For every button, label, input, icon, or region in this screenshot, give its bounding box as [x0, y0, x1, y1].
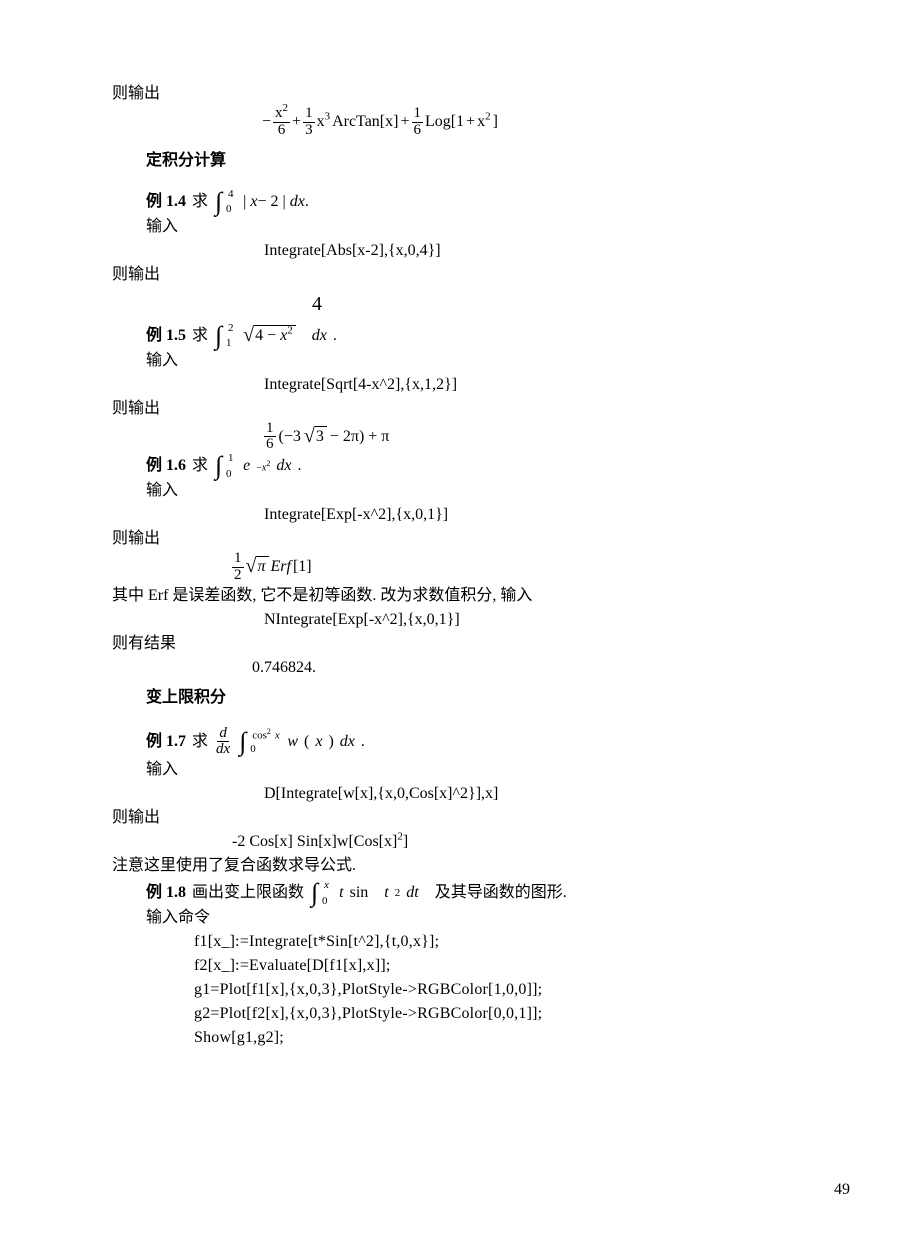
input-label: 输入	[112, 215, 808, 239]
frac-1-3: 1 3	[303, 106, 315, 139]
erf-note: 其中 Erf 是误差函数, 它不是初等函数. 改为求数值积分, 输入	[112, 584, 808, 608]
code-line: g2=Plot[f2[x],{x,0,3},PlotStyle->RGBColo…	[112, 1002, 808, 1026]
example-1-5: 例 1.5 求 ∫ 2 1 √ 4 − x2 dx .	[112, 323, 808, 349]
output-value: -2 Cos[x] Sin[x]w[Cos[x]2]	[112, 830, 808, 854]
output-value: 4	[112, 289, 808, 319]
document-page: 则输出 − x2 6 + 1 3 x3 ArcTan[x] + 1 6 Log[…	[0, 0, 920, 1242]
section-title-variable-limit: 变上限积分	[112, 686, 808, 710]
example-1-8: 例 1.8 画出变上限函数 ∫ x 0 t sin t2 dt 及其导函数的图形…	[112, 880, 808, 906]
note-text: 注意这里使用了复合函数求导公式.	[112, 854, 808, 878]
code-line: Integrate[Abs[x-2],{x,0,4}]	[112, 239, 808, 263]
output-label: 则输出	[112, 263, 808, 287]
input-cmd-label: 输入命令	[112, 906, 808, 930]
result-label: 则有结果	[112, 632, 808, 656]
minus: −	[262, 110, 271, 134]
code-line: f1[x_]:=Integrate[t*Sin[t^2],{t,0,x}];	[112, 930, 808, 954]
code-line: g1=Plot[f1[x],{x,0,3},PlotStyle->RGBColo…	[112, 978, 808, 1002]
d-dx: d dx	[214, 726, 232, 759]
example-1-7: 例 1.7 求 d dx ∫ cos2x 0 w(x) dx .	[112, 726, 808, 759]
numeric-output: 0.746824.	[112, 656, 808, 680]
output-formula: 16 (−3 √3 − 2π) + π	[112, 421, 808, 454]
section-title-definite: 定积分计算	[112, 149, 808, 173]
sqrt-expr: √ 4 − x2	[243, 325, 296, 347]
output-label: 则输出	[112, 82, 808, 106]
code-line: f2[x_]:=Evaluate[D[f1[x],x]];	[112, 954, 808, 978]
page-number: 49	[834, 1178, 850, 1202]
frac-x2-6: x2 6	[273, 106, 290, 139]
output-formula: 12 √π Erf [1]	[112, 551, 808, 584]
code-line: Show[g1,g2];	[112, 1026, 808, 1050]
integral-expr: ∫ 4 0	[214, 189, 237, 215]
example-1-4: 例 1.4 求 ∫ 4 0 | x − 2 | dx .	[112, 189, 808, 215]
example-1-6: 例 1.6 求 ∫ 1 0 e−x2 dx .	[112, 453, 808, 479]
formula-top: − x2 6 + 1 3 x3 ArcTan[x] + 1 6 Log[1 + …	[112, 106, 808, 139]
frac-1-6: 1 6	[412, 106, 424, 139]
